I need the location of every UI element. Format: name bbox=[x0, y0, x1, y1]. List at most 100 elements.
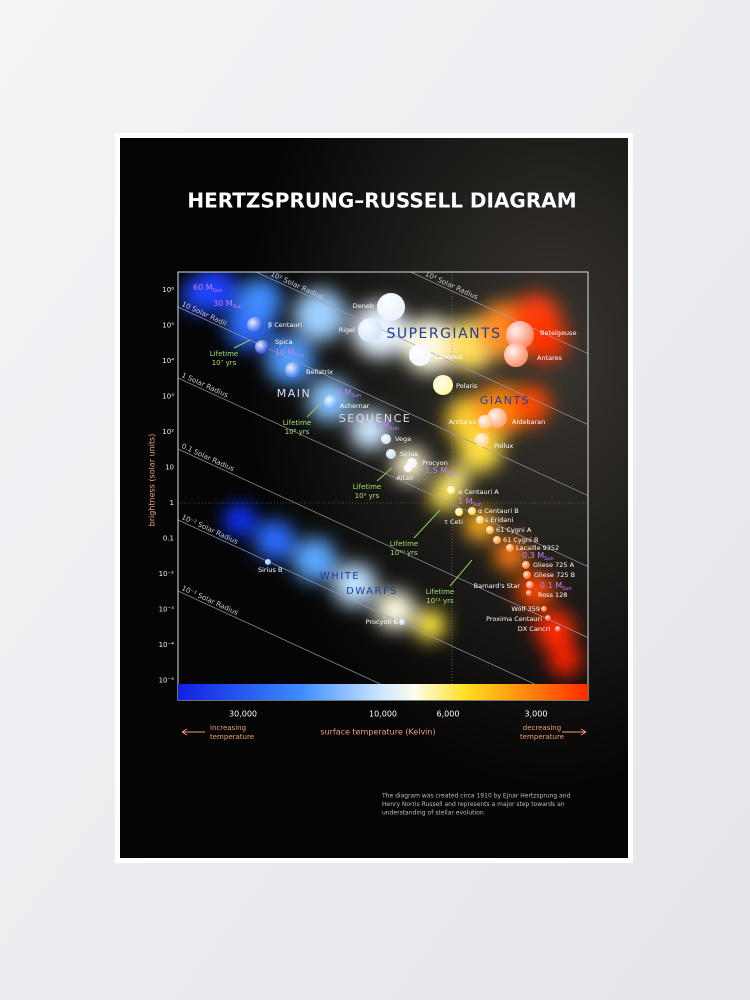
star-shine bbox=[433, 375, 453, 395]
left-note: increasing bbox=[210, 724, 246, 732]
star-label: α Centauri B bbox=[478, 507, 519, 515]
star-shine bbox=[399, 619, 405, 625]
mass-label: 1.5 MSun bbox=[425, 466, 457, 477]
arrow-right bbox=[562, 728, 587, 736]
star-label: Deneb bbox=[353, 302, 374, 310]
star-shine bbox=[523, 571, 531, 579]
left-note: temperature bbox=[210, 733, 254, 741]
star-label: Arcturus bbox=[449, 418, 477, 426]
glow-blob bbox=[294, 289, 346, 341]
star-shine bbox=[476, 516, 484, 524]
star-label: Sirius bbox=[400, 450, 419, 458]
right-note: temperature bbox=[520, 733, 564, 741]
mass-label: 6 MSun bbox=[337, 388, 361, 399]
glow-blob bbox=[549, 644, 581, 676]
region-label: SUPERGIANTS bbox=[386, 326, 501, 342]
star-shine bbox=[506, 544, 514, 552]
star-label: Betelgeuse bbox=[540, 329, 576, 337]
footnote-line: The diagram was created circa 1910 by Ej… bbox=[381, 793, 571, 800]
temperature-label: 3,000 bbox=[525, 710, 548, 719]
glow-blob bbox=[266, 336, 314, 384]
region-label: DWARFS bbox=[346, 586, 398, 597]
star-shine bbox=[522, 561, 530, 569]
star-label: Polaris bbox=[456, 382, 478, 390]
mass-sub: Sun bbox=[233, 304, 243, 310]
star-label: Sirius B bbox=[258, 566, 282, 574]
mass-sub: Sun bbox=[562, 586, 572, 592]
glow-blob bbox=[333, 563, 377, 607]
star-label: Gliese 725 B bbox=[534, 571, 575, 579]
star-shine bbox=[447, 486, 455, 494]
radius-line bbox=[178, 306, 588, 496]
star-label: DX Cancri bbox=[518, 625, 550, 633]
region-label: GIANTS bbox=[480, 394, 530, 407]
star-label: Aldebaran bbox=[512, 418, 545, 426]
y-tick-label: 10⁻³ bbox=[159, 606, 175, 614]
mass-sub: Sun bbox=[473, 502, 483, 508]
star-shine bbox=[247, 317, 263, 333]
mass-value: 3 M bbox=[375, 421, 390, 430]
y-tick-label: 0.1 bbox=[163, 535, 174, 543]
mass-sub: Sun bbox=[447, 471, 457, 477]
footnote-line: Henry Norris Russell and represents a ma… bbox=[382, 801, 565, 808]
radius-line bbox=[255, 272, 588, 425]
arrow-left bbox=[181, 728, 205, 736]
star-label: Antares bbox=[537, 354, 563, 362]
lifetime-pointer bbox=[413, 509, 441, 539]
mass-sub: Sun bbox=[544, 556, 554, 562]
star-label: Canopus bbox=[434, 353, 463, 361]
star-shine bbox=[475, 433, 489, 447]
star-shine bbox=[541, 606, 547, 612]
star-shine bbox=[545, 615, 551, 621]
y-tick-label: 10⁴ bbox=[162, 357, 174, 365]
glow-blob bbox=[494, 539, 526, 571]
spectral-bar bbox=[178, 684, 588, 700]
star-label: 61 Cygni B bbox=[503, 536, 538, 544]
star-shine bbox=[504, 343, 528, 367]
star-shine bbox=[493, 536, 501, 544]
glow-blob bbox=[441, 466, 469, 494]
lifetime-label: Lifetime bbox=[210, 350, 238, 358]
mass-value: 1 M bbox=[458, 497, 473, 506]
radius-line bbox=[178, 519, 536, 684]
mass-value: 0.1 M bbox=[540, 581, 562, 590]
y-tick-label: 10⁶ bbox=[162, 286, 174, 294]
region-label: SEQUENCE bbox=[339, 412, 411, 425]
radius-line bbox=[178, 590, 382, 684]
star-shine bbox=[285, 362, 301, 378]
mass-value: 10 M bbox=[275, 348, 295, 357]
lifetime-years: 10⁷ yrs bbox=[212, 359, 237, 367]
radius-line bbox=[178, 448, 588, 638]
mass-sub: Sun bbox=[390, 426, 400, 432]
mass-label: 10 MSun bbox=[275, 348, 304, 359]
mass-value: 6 M bbox=[337, 388, 352, 397]
mass-sub: Sun bbox=[213, 288, 223, 294]
glow-blob bbox=[224, 504, 256, 536]
star-label: Gliese 725 A bbox=[533, 561, 575, 569]
star-label: 61 Cygni A bbox=[496, 526, 532, 534]
glow-blob bbox=[517, 572, 553, 608]
star-shine bbox=[324, 395, 338, 409]
lifetime-years: 10¹¹ yrs bbox=[426, 597, 454, 605]
temperature-label: 10,000 bbox=[369, 710, 397, 719]
star-shine bbox=[381, 434, 391, 444]
glow-blob bbox=[255, 520, 295, 560]
glow-blob bbox=[293, 538, 337, 582]
star-label: Barnard's Star bbox=[474, 582, 521, 590]
star-shine bbox=[377, 293, 405, 321]
mass-label: 3 MSun bbox=[375, 421, 399, 432]
radius-lines bbox=[178, 272, 588, 684]
star-shine bbox=[265, 559, 271, 565]
y-tick-label: 10 bbox=[165, 464, 174, 472]
lifetime-label: Lifetime bbox=[283, 419, 311, 427]
radius-line bbox=[178, 377, 588, 567]
mass-label: 1 MSun bbox=[458, 497, 482, 508]
star-shine bbox=[478, 415, 492, 429]
star-shine bbox=[404, 464, 412, 472]
y-tick-label: 1 bbox=[170, 499, 174, 507]
footnote-line: understanding of stellar evolution. bbox=[382, 810, 486, 817]
lifetime-pointer bbox=[449, 559, 473, 587]
mass-label: 30 MSun bbox=[213, 299, 242, 310]
lifetime-years: 10⁹ yrs bbox=[355, 492, 380, 500]
